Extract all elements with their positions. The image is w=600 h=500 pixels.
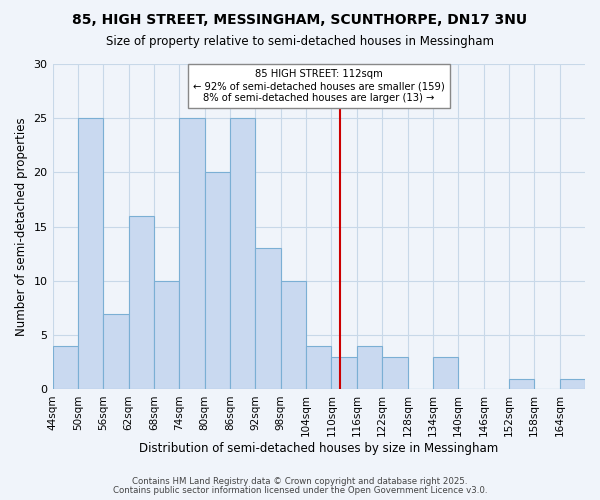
- Bar: [331, 357, 357, 390]
- Bar: [357, 346, 382, 390]
- Bar: [433, 357, 458, 390]
- Bar: [179, 118, 205, 390]
- Bar: [230, 118, 256, 390]
- Bar: [509, 378, 534, 390]
- X-axis label: Distribution of semi-detached houses by size in Messingham: Distribution of semi-detached houses by …: [139, 442, 499, 455]
- Bar: [281, 281, 306, 390]
- Bar: [78, 118, 103, 390]
- Bar: [306, 346, 331, 390]
- Text: Size of property relative to semi-detached houses in Messingham: Size of property relative to semi-detach…: [106, 35, 494, 48]
- Text: 85, HIGH STREET, MESSINGHAM, SCUNTHORPE, DN17 3NU: 85, HIGH STREET, MESSINGHAM, SCUNTHORPE,…: [73, 12, 527, 26]
- Text: Contains HM Land Registry data © Crown copyright and database right 2025.: Contains HM Land Registry data © Crown c…: [132, 477, 468, 486]
- Bar: [53, 346, 78, 390]
- Y-axis label: Number of semi-detached properties: Number of semi-detached properties: [15, 118, 28, 336]
- Bar: [154, 281, 179, 390]
- Bar: [560, 378, 585, 390]
- Text: 85 HIGH STREET: 112sqm
← 92% of semi-detached houses are smaller (159)
8% of sem: 85 HIGH STREET: 112sqm ← 92% of semi-det…: [193, 70, 445, 102]
- Bar: [205, 172, 230, 390]
- Bar: [382, 357, 407, 390]
- Bar: [128, 216, 154, 390]
- Bar: [103, 314, 128, 390]
- Bar: [256, 248, 281, 390]
- Text: Contains public sector information licensed under the Open Government Licence v3: Contains public sector information licen…: [113, 486, 487, 495]
